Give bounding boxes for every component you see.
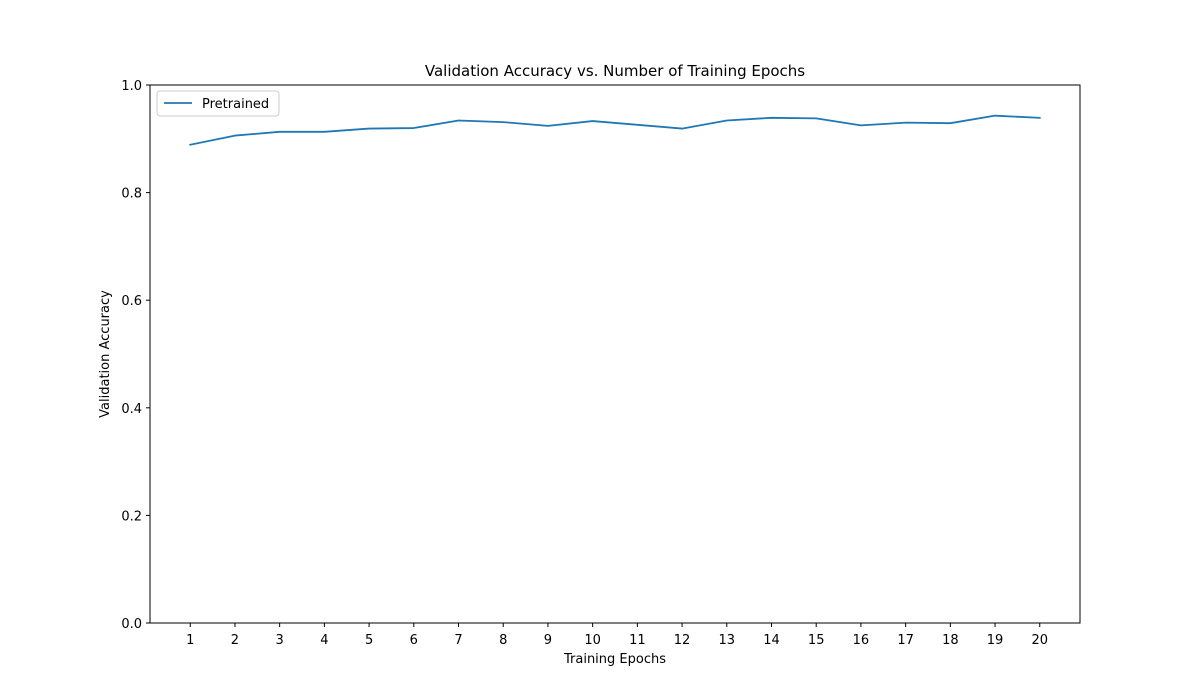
x-tick-label: 17 xyxy=(897,633,914,648)
x-tick-label: 11 xyxy=(629,633,646,648)
y-tick-label: 1.0 xyxy=(121,79,142,94)
x-tick-label: 14 xyxy=(763,633,780,648)
x-tick-label: 8 xyxy=(499,633,507,648)
legend-label-pretrained: Pretrained xyxy=(202,97,269,112)
x-tick-label: 18 xyxy=(942,633,959,648)
x-tick-label: 15 xyxy=(808,633,825,648)
y-tick-label: 0.2 xyxy=(121,509,142,524)
x-tick-label: 13 xyxy=(719,633,736,648)
legend-box xyxy=(156,90,280,117)
x-tick-label: 7 xyxy=(454,633,462,648)
x-tick-label: 5 xyxy=(365,633,373,648)
y-tick-label: 0.0 xyxy=(121,617,142,632)
x-tick-label: 10 xyxy=(584,633,601,648)
x-axis-label: Training Epochs xyxy=(563,652,666,667)
plot-frame xyxy=(149,84,1081,624)
x-tick-label: 16 xyxy=(853,633,870,648)
x-tick-label: 20 xyxy=(1031,633,1048,648)
y-tick-label: 0.4 xyxy=(121,402,142,417)
y-axis-label: Validation Accuracy xyxy=(98,290,113,418)
series-line-pretrained xyxy=(189,114,1041,146)
x-tick-label: 1 xyxy=(186,633,194,648)
x-tick-label: 2 xyxy=(231,633,239,648)
x-tick-label: 12 xyxy=(674,633,691,648)
x-tick-label: 9 xyxy=(544,633,552,648)
x-tick-label: 4 xyxy=(320,633,328,648)
chart-title: Validation Accuracy vs. Number of Traini… xyxy=(425,62,805,80)
x-tick-label: 3 xyxy=(276,633,284,648)
y-tick-label: 0.6 xyxy=(121,294,142,309)
legend: Pretrained xyxy=(156,90,280,117)
x-tick-label: 6 xyxy=(410,633,418,648)
y-tick-label: 0.8 xyxy=(121,187,142,202)
x-tick-label: 19 xyxy=(987,633,1004,648)
